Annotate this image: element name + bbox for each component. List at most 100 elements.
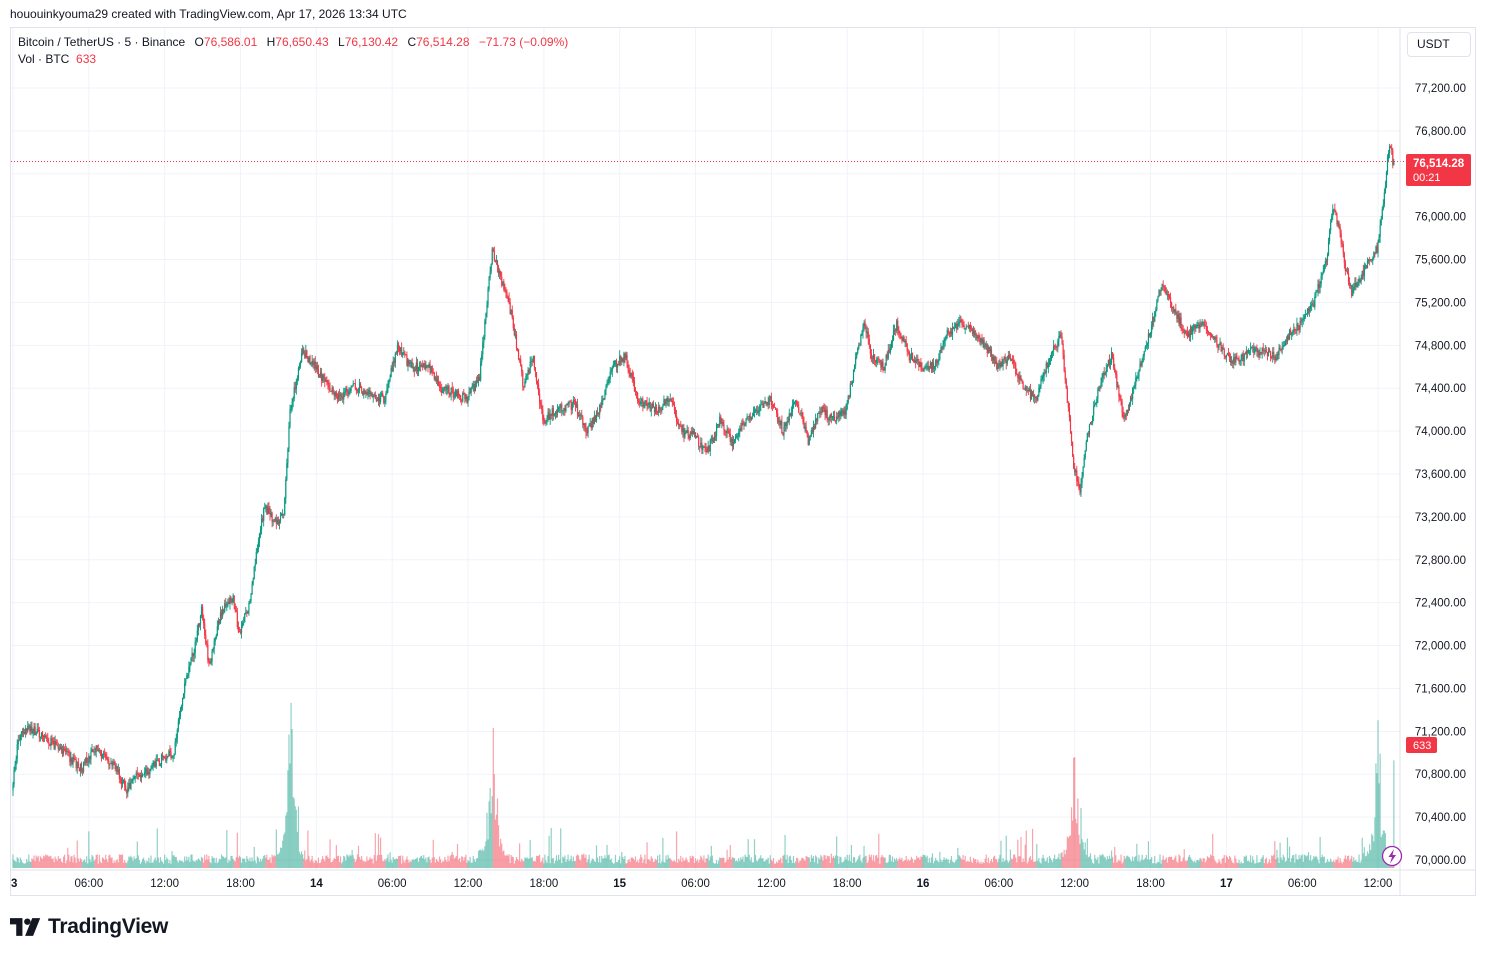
volume-bar bbox=[806, 856, 808, 868]
candle-body bbox=[1194, 324, 1196, 329]
candle-body bbox=[1013, 360, 1015, 364]
volume-bar bbox=[655, 860, 658, 868]
candle-body bbox=[102, 753, 105, 756]
candle-body bbox=[630, 372, 632, 377]
volume-bar bbox=[31, 858, 33, 868]
price-tick-label: 71,200.00 bbox=[1415, 726, 1466, 738]
volume-bar bbox=[768, 863, 770, 868]
volume-bar bbox=[556, 860, 559, 868]
candle-body bbox=[1117, 386, 1119, 388]
volume-bar bbox=[541, 860, 543, 868]
candle-body bbox=[885, 355, 887, 366]
volume-bar bbox=[1246, 861, 1249, 868]
volume-bar bbox=[27, 861, 29, 868]
volume-bar bbox=[873, 861, 876, 868]
candle-body bbox=[1003, 357, 1005, 360]
candle-body bbox=[223, 609, 225, 612]
candle-body bbox=[488, 277, 490, 289]
volume-bar bbox=[1125, 856, 1127, 868]
price-tick-label: 70,000.00 bbox=[1415, 855, 1466, 867]
volume-bar bbox=[668, 857, 670, 868]
volume-bar bbox=[1300, 855, 1302, 868]
volume-bar bbox=[624, 855, 626, 868]
volume-bar bbox=[54, 856, 56, 868]
price-axis[interactable]: 77,200.0076,800.0076,400.0076,000.0075,6… bbox=[1399, 28, 1466, 895]
candle-body bbox=[1174, 309, 1176, 313]
volume-bar bbox=[1005, 835, 1007, 868]
candle-body bbox=[307, 357, 309, 363]
volume-bar bbox=[1198, 860, 1200, 868]
lightning-icon[interactable] bbox=[1381, 845, 1403, 867]
candle-body bbox=[533, 355, 535, 368]
candle-body bbox=[1277, 354, 1279, 356]
candle-body bbox=[668, 400, 670, 402]
volume-bar bbox=[1112, 856, 1114, 868]
volume-bar bbox=[1178, 854, 1180, 868]
candle-body bbox=[532, 355, 534, 362]
volume-bar bbox=[1071, 820, 1074, 868]
volume-bar bbox=[1296, 859, 1298, 868]
candle-body bbox=[1209, 332, 1212, 335]
candle-body bbox=[744, 423, 746, 426]
candle-body bbox=[1147, 333, 1150, 344]
volume-bar bbox=[549, 863, 551, 868]
candle-body bbox=[750, 417, 752, 420]
time-axis[interactable]: 3 06:00 12:00 18:00 14 06:00 12:00 18:00 15 06:00… bbox=[11, 869, 1475, 890]
volume-bar bbox=[1080, 808, 1082, 868]
candle-body bbox=[895, 329, 897, 332]
volume-bar bbox=[318, 863, 321, 868]
candle-body bbox=[581, 414, 583, 417]
candle-body bbox=[1005, 359, 1007, 364]
volume-bar bbox=[548, 835, 550, 868]
candle-body bbox=[861, 333, 863, 335]
volume-bar bbox=[1301, 854, 1303, 868]
candle-body bbox=[793, 402, 796, 405]
candle-body bbox=[26, 728, 28, 732]
volume-bar bbox=[836, 836, 838, 868]
volume-bar bbox=[457, 859, 460, 868]
volume-bar bbox=[583, 853, 585, 868]
volume-bar bbox=[855, 862, 857, 868]
volume-bar bbox=[703, 855, 705, 868]
volume-bar bbox=[728, 856, 730, 868]
volume-bar bbox=[710, 845, 712, 868]
volume-bar bbox=[60, 861, 63, 868]
volume-bar bbox=[45, 854, 47, 868]
volume-bar bbox=[1240, 861, 1242, 868]
volume-bar bbox=[378, 854, 381, 868]
candle-body bbox=[946, 329, 948, 336]
volume-bar bbox=[372, 863, 374, 868]
volume-bar bbox=[432, 839, 434, 868]
volume-bar bbox=[1065, 849, 1067, 868]
candle-body bbox=[1041, 379, 1043, 380]
currency-button[interactable]: USDT bbox=[1407, 32, 1471, 57]
candle-body bbox=[352, 383, 354, 386]
tradingview-logo[interactable]: TradingView bbox=[10, 913, 168, 941]
candle-body bbox=[791, 405, 794, 413]
candle-body bbox=[264, 508, 266, 509]
candle-body bbox=[1294, 329, 1296, 330]
volume-bar bbox=[1086, 838, 1088, 868]
candle-body bbox=[201, 606, 204, 618]
volume-bar bbox=[856, 861, 858, 868]
candle-body bbox=[1246, 350, 1249, 353]
candle-body bbox=[173, 753, 175, 757]
volume-bar bbox=[295, 809, 297, 868]
candle-body bbox=[48, 741, 50, 744]
candle-body bbox=[128, 782, 130, 788]
volume-label[interactable]: Vol · BTC bbox=[18, 52, 70, 66]
symbol-title[interactable]: Bitcoin / TetherUS · 5 · Binance bbox=[18, 35, 186, 49]
volume-bar bbox=[697, 859, 699, 868]
volume-bar bbox=[789, 855, 791, 868]
volume-bar bbox=[1225, 855, 1227, 868]
candle-body bbox=[1280, 349, 1282, 351]
volume-bar bbox=[814, 855, 817, 868]
candle-body bbox=[1002, 359, 1004, 367]
volume-bar bbox=[1191, 859, 1193, 868]
volume-bar bbox=[416, 857, 419, 868]
candle-body bbox=[203, 617, 205, 624]
volume-bar bbox=[368, 859, 370, 868]
candle-body bbox=[816, 418, 818, 422]
volume-bar bbox=[21, 862, 24, 868]
